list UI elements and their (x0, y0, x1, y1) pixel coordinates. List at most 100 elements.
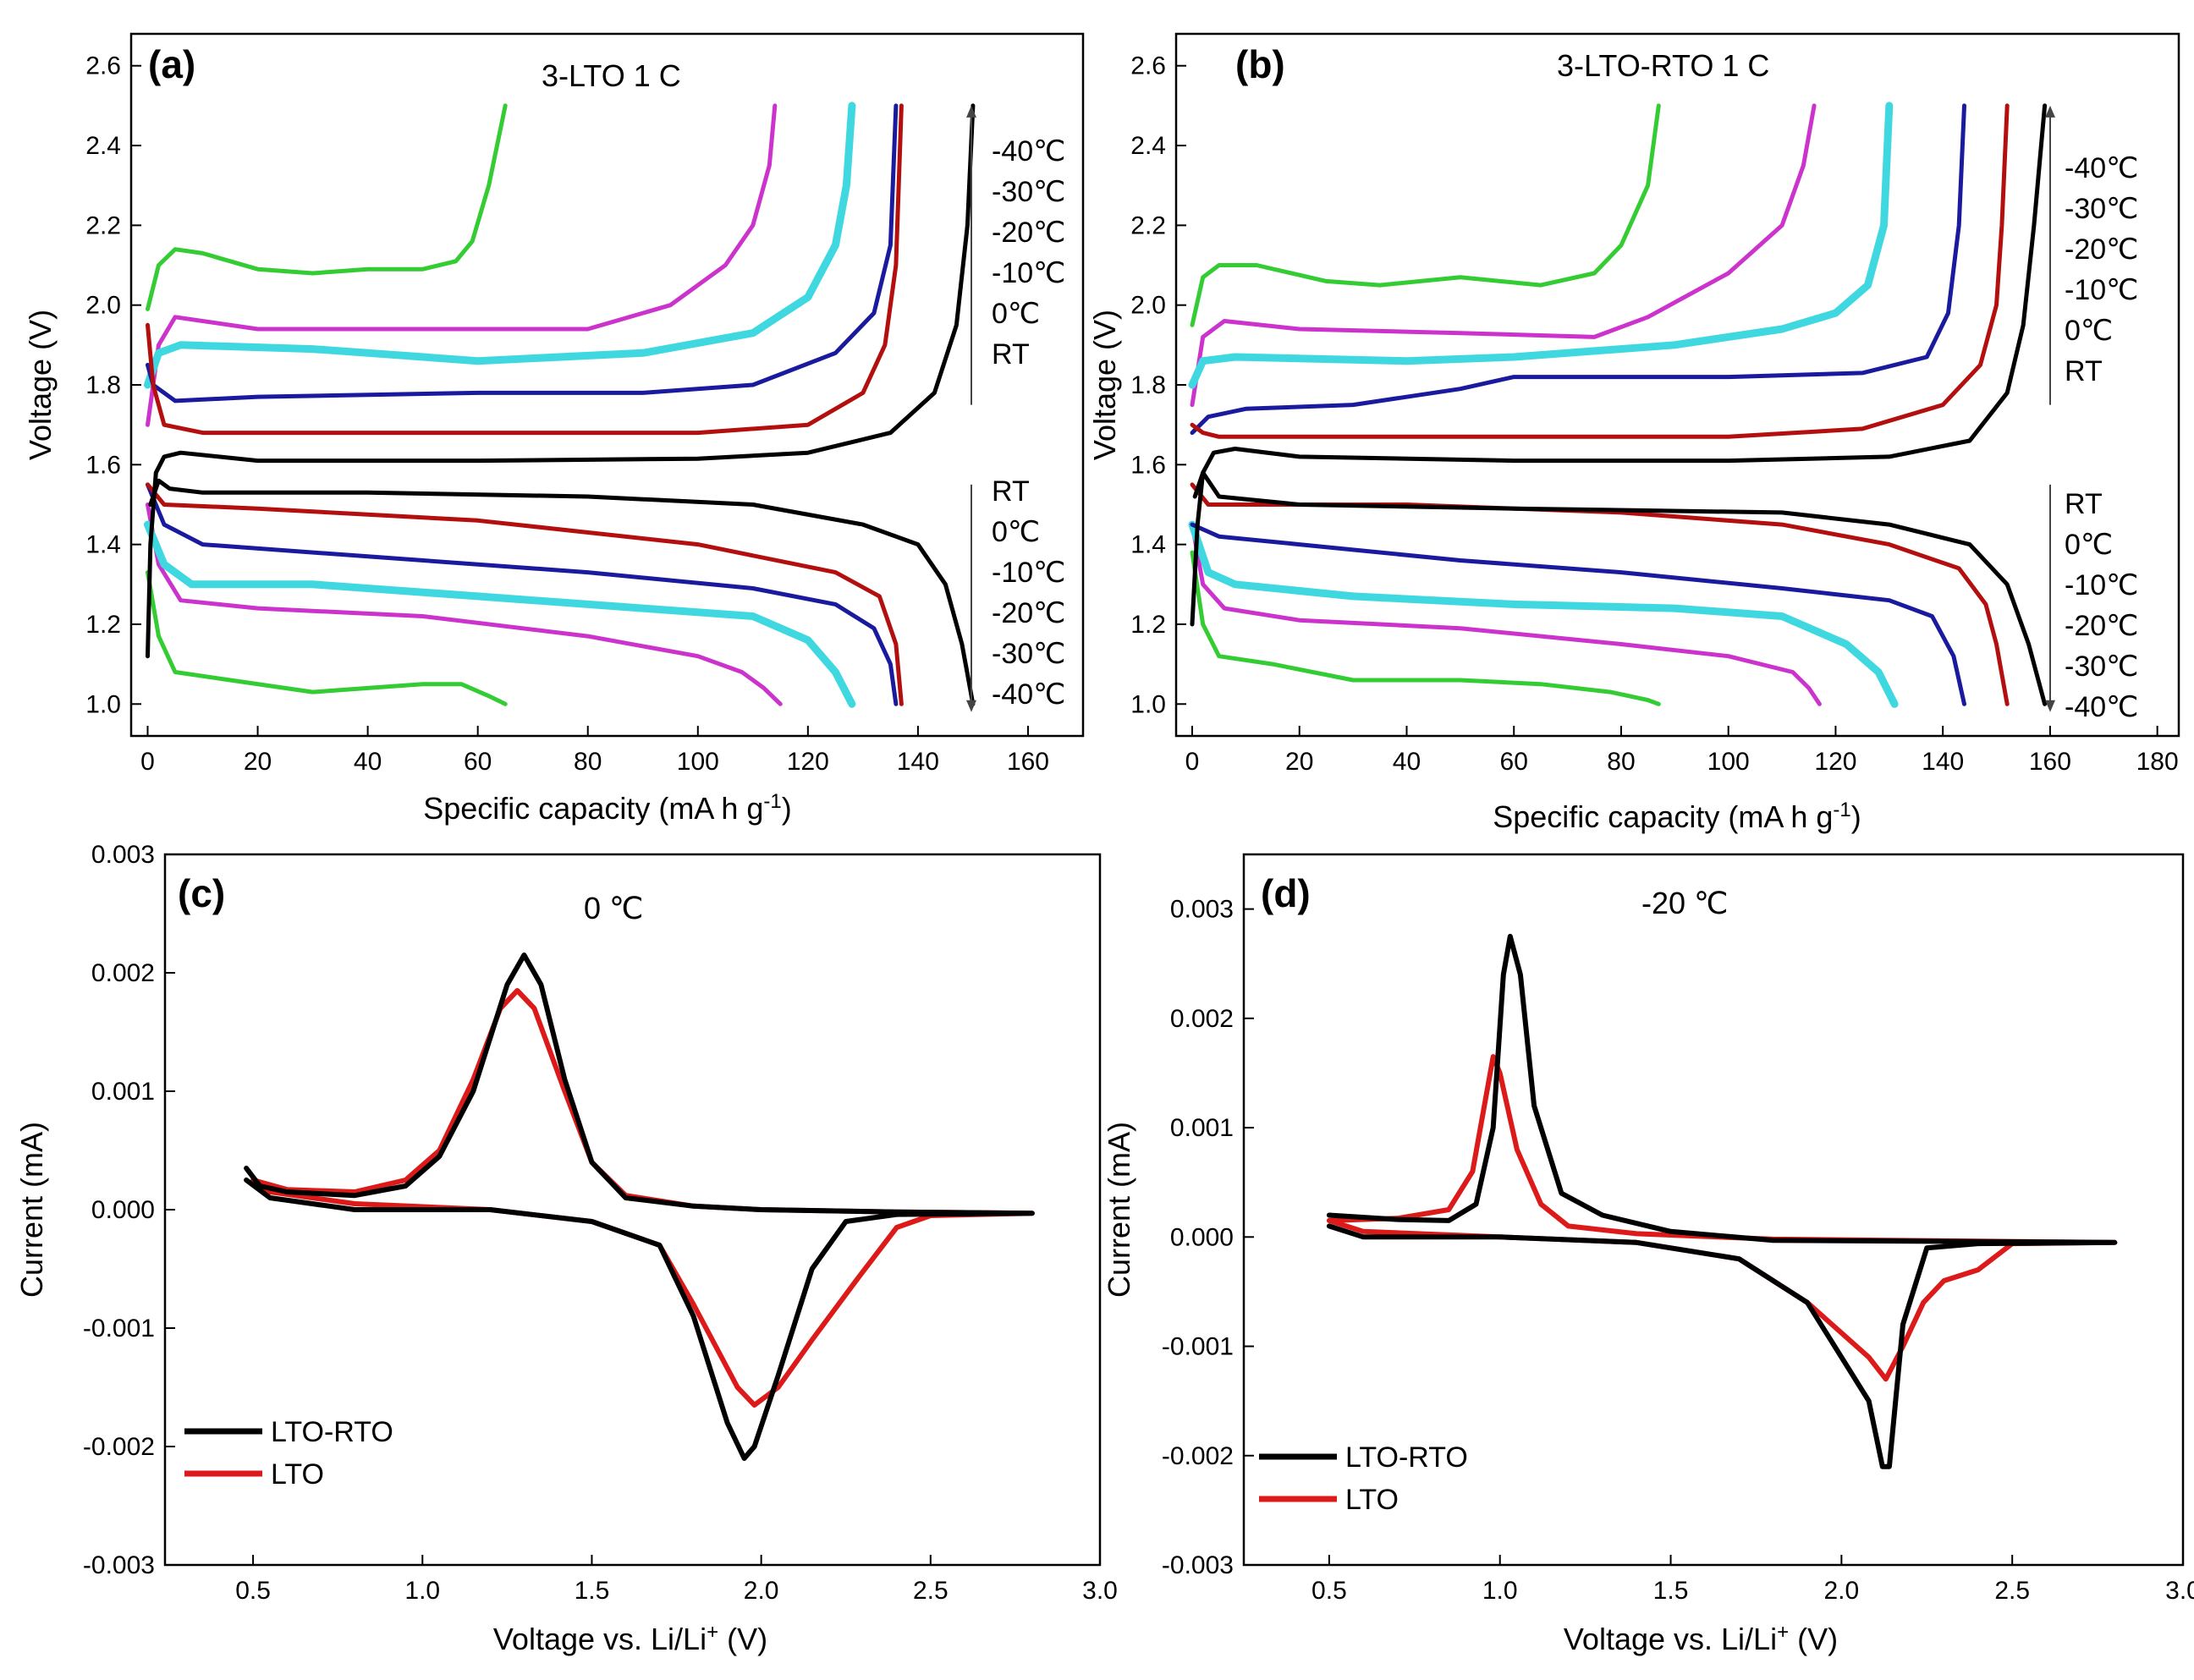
x-tick-label: 2.5 (1994, 1577, 2030, 1605)
x-tick-label: 60 (464, 748, 492, 776)
x-tick-label: 1.5 (575, 1577, 610, 1605)
charge-temp-label: -10℃ (992, 257, 1065, 289)
charge-temp-label: 0℃ (992, 298, 1040, 330)
x-tick-label: 40 (354, 748, 382, 776)
x-tick-label: 160 (2029, 748, 2071, 776)
y-tick-label: 1.0 (1130, 690, 1166, 718)
discharge-arrow-head (966, 700, 976, 712)
series-line-charge (1190, 103, 2048, 627)
panel-d-plot: 0.5 1.0 1.5 2.0 2.5 3.0 -0.003 -0.002 -0.001 0.00… (1162, 896, 2194, 1605)
y-tick-label: 1.4 (85, 531, 121, 559)
panel-d-legend: LTO-RTO LTO (1259, 1441, 1468, 1516)
panel-d-letter: (d) (1261, 871, 1311, 915)
discharge-temp-label: RT (992, 475, 1030, 508)
discharge-arrow-head (2045, 700, 2055, 712)
panel-d: 0.5 1.0 1.5 2.0 2.5 3.0 -0.003 -0.002 -0.001 0.00… (1102, 853, 2194, 1656)
x-tick-label: 1.0 (404, 1577, 440, 1605)
x-tick-label: 40 (1393, 748, 1421, 776)
series-line-discharge (144, 520, 856, 708)
x-tick-label: 120 (787, 748, 829, 776)
series-line-charge (1188, 102, 1894, 389)
y-tick-label: 0.000 (1170, 1223, 1234, 1251)
panel-a: 0 20 40 60 80 100 120 140 160 1.0 1.2 1.4 1.6 1.8 2.0 2… (23, 32, 1085, 826)
x-tick-label: 60 (1500, 748, 1528, 776)
x-tick-label: 2.5 (913, 1577, 949, 1605)
series-line-discharge (146, 570, 508, 706)
x-tick-label: 1.5 (1653, 1577, 1689, 1605)
charge-temp-label: -20℃ (2065, 233, 2138, 266)
series-line-charge (146, 103, 976, 659)
y-tick-label: 2.2 (1130, 211, 1166, 239)
panel-b-charge-labels: -40℃ -30℃ -20℃ -10℃ 0℃ RT (2065, 152, 2138, 387)
charge-temp-label: -30℃ (2065, 193, 2138, 225)
y-tick-label: 2.0 (1130, 292, 1166, 320)
panel-a-discharge-labels: RT 0℃ -10℃ -20℃ -30℃ -40℃ (992, 475, 1065, 711)
y-tick-label: 0.002 (1170, 1005, 1234, 1033)
x-tick-label: 80 (1607, 748, 1635, 776)
charge-temp-label: -40℃ (992, 135, 1065, 167)
series-line-discharge (148, 478, 976, 706)
panel-c: 0.5 1.0 1.5 2.0 2.5 3.0 -0.003 -0.002 -0.001 0.00… (14, 841, 1118, 1656)
legend-label-lto-rto: LTO-RTO (1345, 1441, 1468, 1474)
charge-temp-label: RT (992, 338, 1030, 371)
panel-a-title: 3-LTO 1 C (542, 58, 681, 93)
y-tick-label: 0.000 (91, 1196, 155, 1224)
y-tick-label: 0.001 (1170, 1114, 1234, 1142)
panel-a-ylabel: Voltage (V) (23, 310, 58, 460)
x-tick-label: 120 (1814, 748, 1856, 776)
x-tick-label: 140 (1922, 748, 1964, 776)
y-tick-label: -0.003 (1162, 1551, 1234, 1579)
series-line-discharge (1188, 520, 1899, 708)
series-line-charge (1190, 103, 1817, 408)
y-tick-label: 1.2 (1130, 611, 1166, 639)
series-line-charge (1190, 103, 1966, 436)
legend-label-lto-rto: LTO-RTO (271, 1416, 393, 1448)
y-tick-label: -0.003 (83, 1551, 155, 1579)
x-tick-label: 20 (244, 748, 272, 776)
y-tick-label: 1.6 (1130, 451, 1166, 479)
legend-label-lto: LTO (1345, 1484, 1399, 1516)
x-tick-label: 0 (1185, 748, 1200, 776)
y-tick-label: 1.2 (85, 611, 121, 639)
charge-arrow-head (2045, 105, 2055, 118)
panel-b-ylabel: Voltage (V) (1087, 310, 1122, 460)
x-tick-label: 0 (140, 748, 155, 776)
panel-c-xlabel: Voltage vs. Li/Li+ (V) (493, 1621, 767, 1656)
charge-temp-label: 0℃ (2065, 315, 2113, 347)
cv-curve-lto-rto (244, 953, 1035, 1461)
x-tick-label: 20 (1285, 748, 1313, 776)
discharge-temp-label: -20℃ (2065, 610, 2138, 642)
x-tick-label: 3.0 (1082, 1577, 1118, 1605)
series-line-discharge (146, 482, 904, 706)
discharge-temp-label: RT (2065, 488, 2103, 520)
y-tick-label: -0.002 (1162, 1442, 1234, 1470)
series-line-charge (1190, 103, 1661, 327)
y-tick-label: 2.6 (85, 52, 121, 80)
legend-label-lto: LTO (271, 1458, 324, 1491)
y-tick-label: 2.4 (85, 132, 121, 160)
series-line-discharge (1190, 550, 1661, 706)
x-tick-label: 80 (574, 748, 602, 776)
discharge-temp-label: -20℃ (992, 597, 1065, 629)
series-line-discharge (146, 502, 783, 706)
panel-d-xlabel: Voltage vs. Li/Li+ (V) (1564, 1621, 1838, 1656)
charge-temp-label: -30℃ (992, 176, 1065, 208)
panel-b-letter: (b) (1235, 42, 1285, 86)
series-line-charge (146, 103, 508, 311)
y-tick-label: -0.001 (83, 1315, 155, 1342)
panel-d-ylabel: Current (mA) (1102, 1122, 1136, 1298)
x-tick-label: 2.0 (744, 1577, 779, 1605)
series-line-discharge (146, 482, 899, 706)
discharge-temp-label: 0℃ (992, 516, 1040, 548)
y-tick-label: 1.0 (85, 690, 121, 718)
discharge-temp-label: -40℃ (992, 678, 1065, 711)
discharge-temp-label: -30℃ (992, 638, 1065, 670)
discharge-temp-label: -10℃ (2065, 569, 2138, 601)
x-tick-label: 2.0 (1824, 1577, 1860, 1605)
discharge-temp-label: -30℃ (2065, 651, 2138, 683)
x-tick-label: 100 (1707, 748, 1750, 776)
panel-d-frame (1242, 853, 2185, 1567)
panel-b: 0 20 40 60 80 100 120 140 160 180 1.0 1.2 1.4 1.6 1.8 2… (1087, 32, 2180, 834)
y-tick-label: 0.001 (91, 1078, 155, 1106)
panel-a-letter: (a) (148, 42, 195, 86)
